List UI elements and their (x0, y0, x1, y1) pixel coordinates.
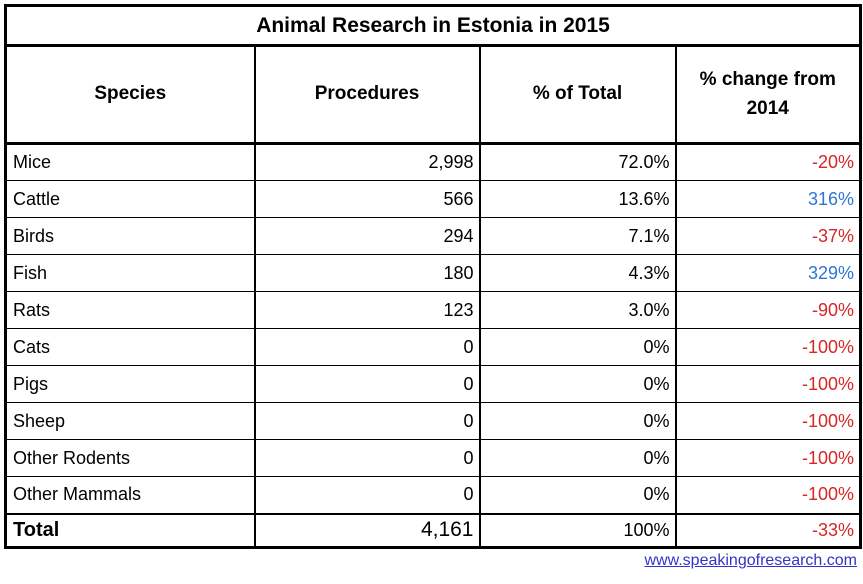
procedures-cell: 0 (254, 365, 481, 403)
col-header-species: Species (5, 45, 256, 145)
col-header-procedures: Procedures (254, 45, 481, 145)
procedures-cell: 180 (254, 254, 481, 292)
total-pct-change-cell: -33% (675, 512, 861, 548)
procedures-cell: 2,998 (254, 143, 481, 181)
header-row: Species Procedures % of Total % change f… (5, 45, 861, 145)
table-row: Sheep 0 0% -100% (5, 402, 861, 440)
table-title: Animal Research in Estonia in 2015 (5, 5, 861, 47)
total-pct-total-cell: 100% (479, 512, 677, 548)
page: Animal Research in Estonia in 2015 Speci… (4, 4, 863, 570)
table-row: Other Rodents 0 0% -100% (5, 439, 861, 477)
species-cell: Birds (5, 217, 256, 255)
total-row: Total 4,161 100% -33% (5, 512, 861, 548)
footer: www.speakingofresearch.com (4, 549, 859, 570)
pct-change-cell: -100% (675, 402, 861, 440)
species-cell: Other Mammals (5, 476, 256, 514)
pct-change-cell: -37% (675, 217, 861, 255)
total-procedures-cell: 4,161 (254, 512, 481, 548)
pct-total-cell: 0% (479, 365, 677, 403)
procedures-cell: 294 (254, 217, 481, 255)
species-cell: Pigs (5, 365, 256, 403)
pct-change-cell: -100% (675, 476, 861, 514)
title-row: Animal Research in Estonia in 2015 (5, 5, 861, 47)
procedures-cell: 0 (254, 476, 481, 514)
pct-change-cell: -20% (675, 143, 861, 181)
speakingofresearch-link[interactable]: www.speakingofresearch.com (644, 552, 857, 569)
procedures-cell: 0 (254, 402, 481, 440)
col-header-pct-total: % of Total (479, 45, 677, 145)
procedures-cell: 0 (254, 439, 481, 477)
species-cell: Other Rodents (5, 439, 256, 477)
pct-total-cell: 0% (479, 402, 677, 440)
table-row: Pigs 0 0% -100% (5, 365, 861, 403)
species-cell: Fish (5, 254, 256, 292)
species-cell: Rats (5, 291, 256, 329)
pct-total-cell: 13.6% (479, 180, 677, 218)
table-row: Cattle 566 13.6% 316% (5, 180, 861, 218)
table-row: Other Mammals 0 0% -100% (5, 476, 861, 514)
procedures-cell: 0 (254, 328, 481, 366)
pct-total-cell: 0% (479, 328, 677, 366)
pct-change-cell: -100% (675, 439, 861, 477)
animal-research-table: Animal Research in Estonia in 2015 Speci… (4, 4, 863, 549)
pct-total-cell: 0% (479, 476, 677, 514)
procedures-cell: 123 (254, 291, 481, 329)
table-row: Fish 180 4.3% 329% (5, 254, 861, 292)
pct-change-cell: -100% (675, 365, 861, 403)
pct-change-cell: -100% (675, 328, 861, 366)
species-cell: Sheep (5, 402, 256, 440)
pct-total-cell: 0% (479, 439, 677, 477)
table-row: Mice 2,998 72.0% -20% (5, 143, 861, 181)
table-row: Cats 0 0% -100% (5, 328, 861, 366)
species-cell: Mice (5, 143, 256, 181)
pct-change-cell: -90% (675, 291, 861, 329)
pct-change-cell: 316% (675, 180, 861, 218)
pct-change-cell: 329% (675, 254, 861, 292)
pct-total-cell: 7.1% (479, 217, 677, 255)
col-header-pct-change: % change from 2014 (675, 45, 861, 145)
total-label: Total (5, 512, 256, 548)
procedures-cell: 566 (254, 180, 481, 218)
table-row: Birds 294 7.1% -37% (5, 217, 861, 255)
species-cell: Cats (5, 328, 256, 366)
pct-total-cell: 4.3% (479, 254, 677, 292)
table-row: Rats 123 3.0% -90% (5, 291, 861, 329)
pct-total-cell: 72.0% (479, 143, 677, 181)
species-cell: Cattle (5, 180, 256, 218)
pct-total-cell: 3.0% (479, 291, 677, 329)
